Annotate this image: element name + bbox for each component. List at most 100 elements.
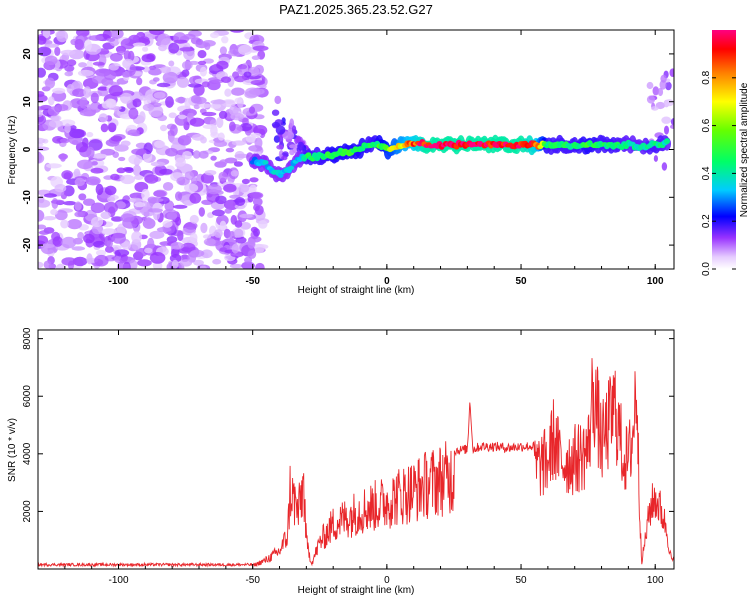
noise-blob xyxy=(90,167,104,174)
noise-blob xyxy=(165,96,174,108)
spectrogram-x-label: Height of straight line (km) xyxy=(298,285,415,296)
noise-blob xyxy=(38,230,50,235)
noise-blob xyxy=(111,216,123,222)
noise-blob xyxy=(198,150,209,159)
noise-blob xyxy=(646,81,654,90)
noise-blob xyxy=(248,88,265,95)
noise-blob xyxy=(121,241,131,250)
noise-blob xyxy=(249,184,257,194)
noise-blob xyxy=(139,95,149,101)
noise-blob xyxy=(175,216,182,226)
noise-blob xyxy=(157,33,171,46)
noise-blob xyxy=(250,132,262,138)
noise-blob xyxy=(231,140,246,146)
noise-blob xyxy=(91,153,107,159)
noise-blob xyxy=(72,256,88,267)
noise-blob xyxy=(170,124,178,136)
noise-blob xyxy=(104,185,117,196)
noise-blob xyxy=(147,196,157,204)
noise-blob xyxy=(199,66,207,77)
noise-blob xyxy=(203,238,216,246)
noise-blob xyxy=(138,36,150,43)
noise-blob xyxy=(192,150,201,159)
noise-blob xyxy=(131,148,147,155)
noise-blob xyxy=(66,59,77,67)
noise-blob xyxy=(153,190,167,197)
noise-blob xyxy=(71,246,86,251)
spectrogram-x-ticks: -100 -50 0 50 100 xyxy=(37,30,664,287)
noise-blob xyxy=(110,52,123,62)
noise-blob xyxy=(218,171,228,182)
colorbar-label: Normalized spectral amplitude xyxy=(739,82,750,217)
noise-blob xyxy=(664,99,674,107)
noise-blob xyxy=(158,44,167,52)
noise-blob xyxy=(141,188,150,201)
noise-blob xyxy=(200,136,207,144)
noise-blob xyxy=(73,168,81,178)
y-tick-label: 20 xyxy=(22,48,33,60)
noise-blob xyxy=(92,61,105,66)
noise-blob xyxy=(651,106,659,111)
noise-blob xyxy=(136,77,143,86)
noise-blob xyxy=(42,30,51,39)
x-tick-label: 50 xyxy=(515,575,527,586)
noise-blob xyxy=(100,123,109,133)
x-tick-label: -100 xyxy=(108,575,128,586)
colorbar-tick-label: 0.0 xyxy=(701,262,712,276)
noise-blob xyxy=(104,246,114,253)
noise-blob xyxy=(176,176,190,186)
noise-blob xyxy=(198,60,207,65)
noise-blob xyxy=(107,122,117,133)
noise-blob xyxy=(120,140,131,147)
x-tick-label: -100 xyxy=(108,276,128,287)
noise-blob xyxy=(665,81,672,91)
noise-blob xyxy=(38,137,46,144)
noise-blob xyxy=(124,167,134,173)
noise-blob xyxy=(118,156,126,162)
colorbar-ticks: 0.0 0.2 0.4 0.6 0.8 xyxy=(701,70,736,276)
y-tick-label: 6000 xyxy=(22,385,33,408)
noise-blob xyxy=(103,70,117,81)
noise-blob xyxy=(230,170,239,177)
noise-blob xyxy=(228,231,236,239)
noise-blob xyxy=(148,67,162,76)
noise-blob xyxy=(168,42,180,54)
noise-blob xyxy=(46,163,62,169)
noise-blob xyxy=(188,83,202,88)
colorbar-tick-label: 0.8 xyxy=(701,70,712,84)
noise-blob xyxy=(210,99,226,105)
noise-blob xyxy=(50,209,58,216)
noise-blob xyxy=(52,236,63,247)
noise-blob xyxy=(204,170,217,176)
noise-blob xyxy=(144,217,153,226)
noise-blob xyxy=(224,157,238,164)
chart-title: PAZ1.2025.365.23.52.G27 xyxy=(279,2,433,17)
noise-blob xyxy=(86,253,93,265)
noise-blob xyxy=(149,230,165,239)
noise-blob xyxy=(235,236,247,244)
noise-blob xyxy=(660,74,667,83)
noise-blob xyxy=(175,157,186,167)
noise-blob xyxy=(63,201,77,206)
noise-blob xyxy=(72,88,87,97)
noise-blob xyxy=(162,220,173,228)
noise-blob xyxy=(168,60,175,67)
snr-y-ticks: 2000 4000 6000 8000 xyxy=(22,327,674,523)
noise-blob xyxy=(77,159,93,170)
noise-blob xyxy=(102,30,112,40)
noise-blob xyxy=(232,71,240,79)
noise-blob xyxy=(43,216,56,221)
noise-blob xyxy=(43,193,58,198)
noise-blob xyxy=(198,103,213,109)
noise-blob xyxy=(66,84,75,94)
noise-blob xyxy=(60,138,70,144)
noise-blob xyxy=(84,39,92,52)
y-tick-label: -20 xyxy=(22,237,33,252)
noise-blob xyxy=(94,254,109,267)
x-tick-label: 0 xyxy=(384,575,390,586)
noise-blob xyxy=(234,197,246,206)
noise-blob xyxy=(182,151,193,160)
noise-blob xyxy=(653,155,659,162)
noise-blob xyxy=(90,92,99,104)
